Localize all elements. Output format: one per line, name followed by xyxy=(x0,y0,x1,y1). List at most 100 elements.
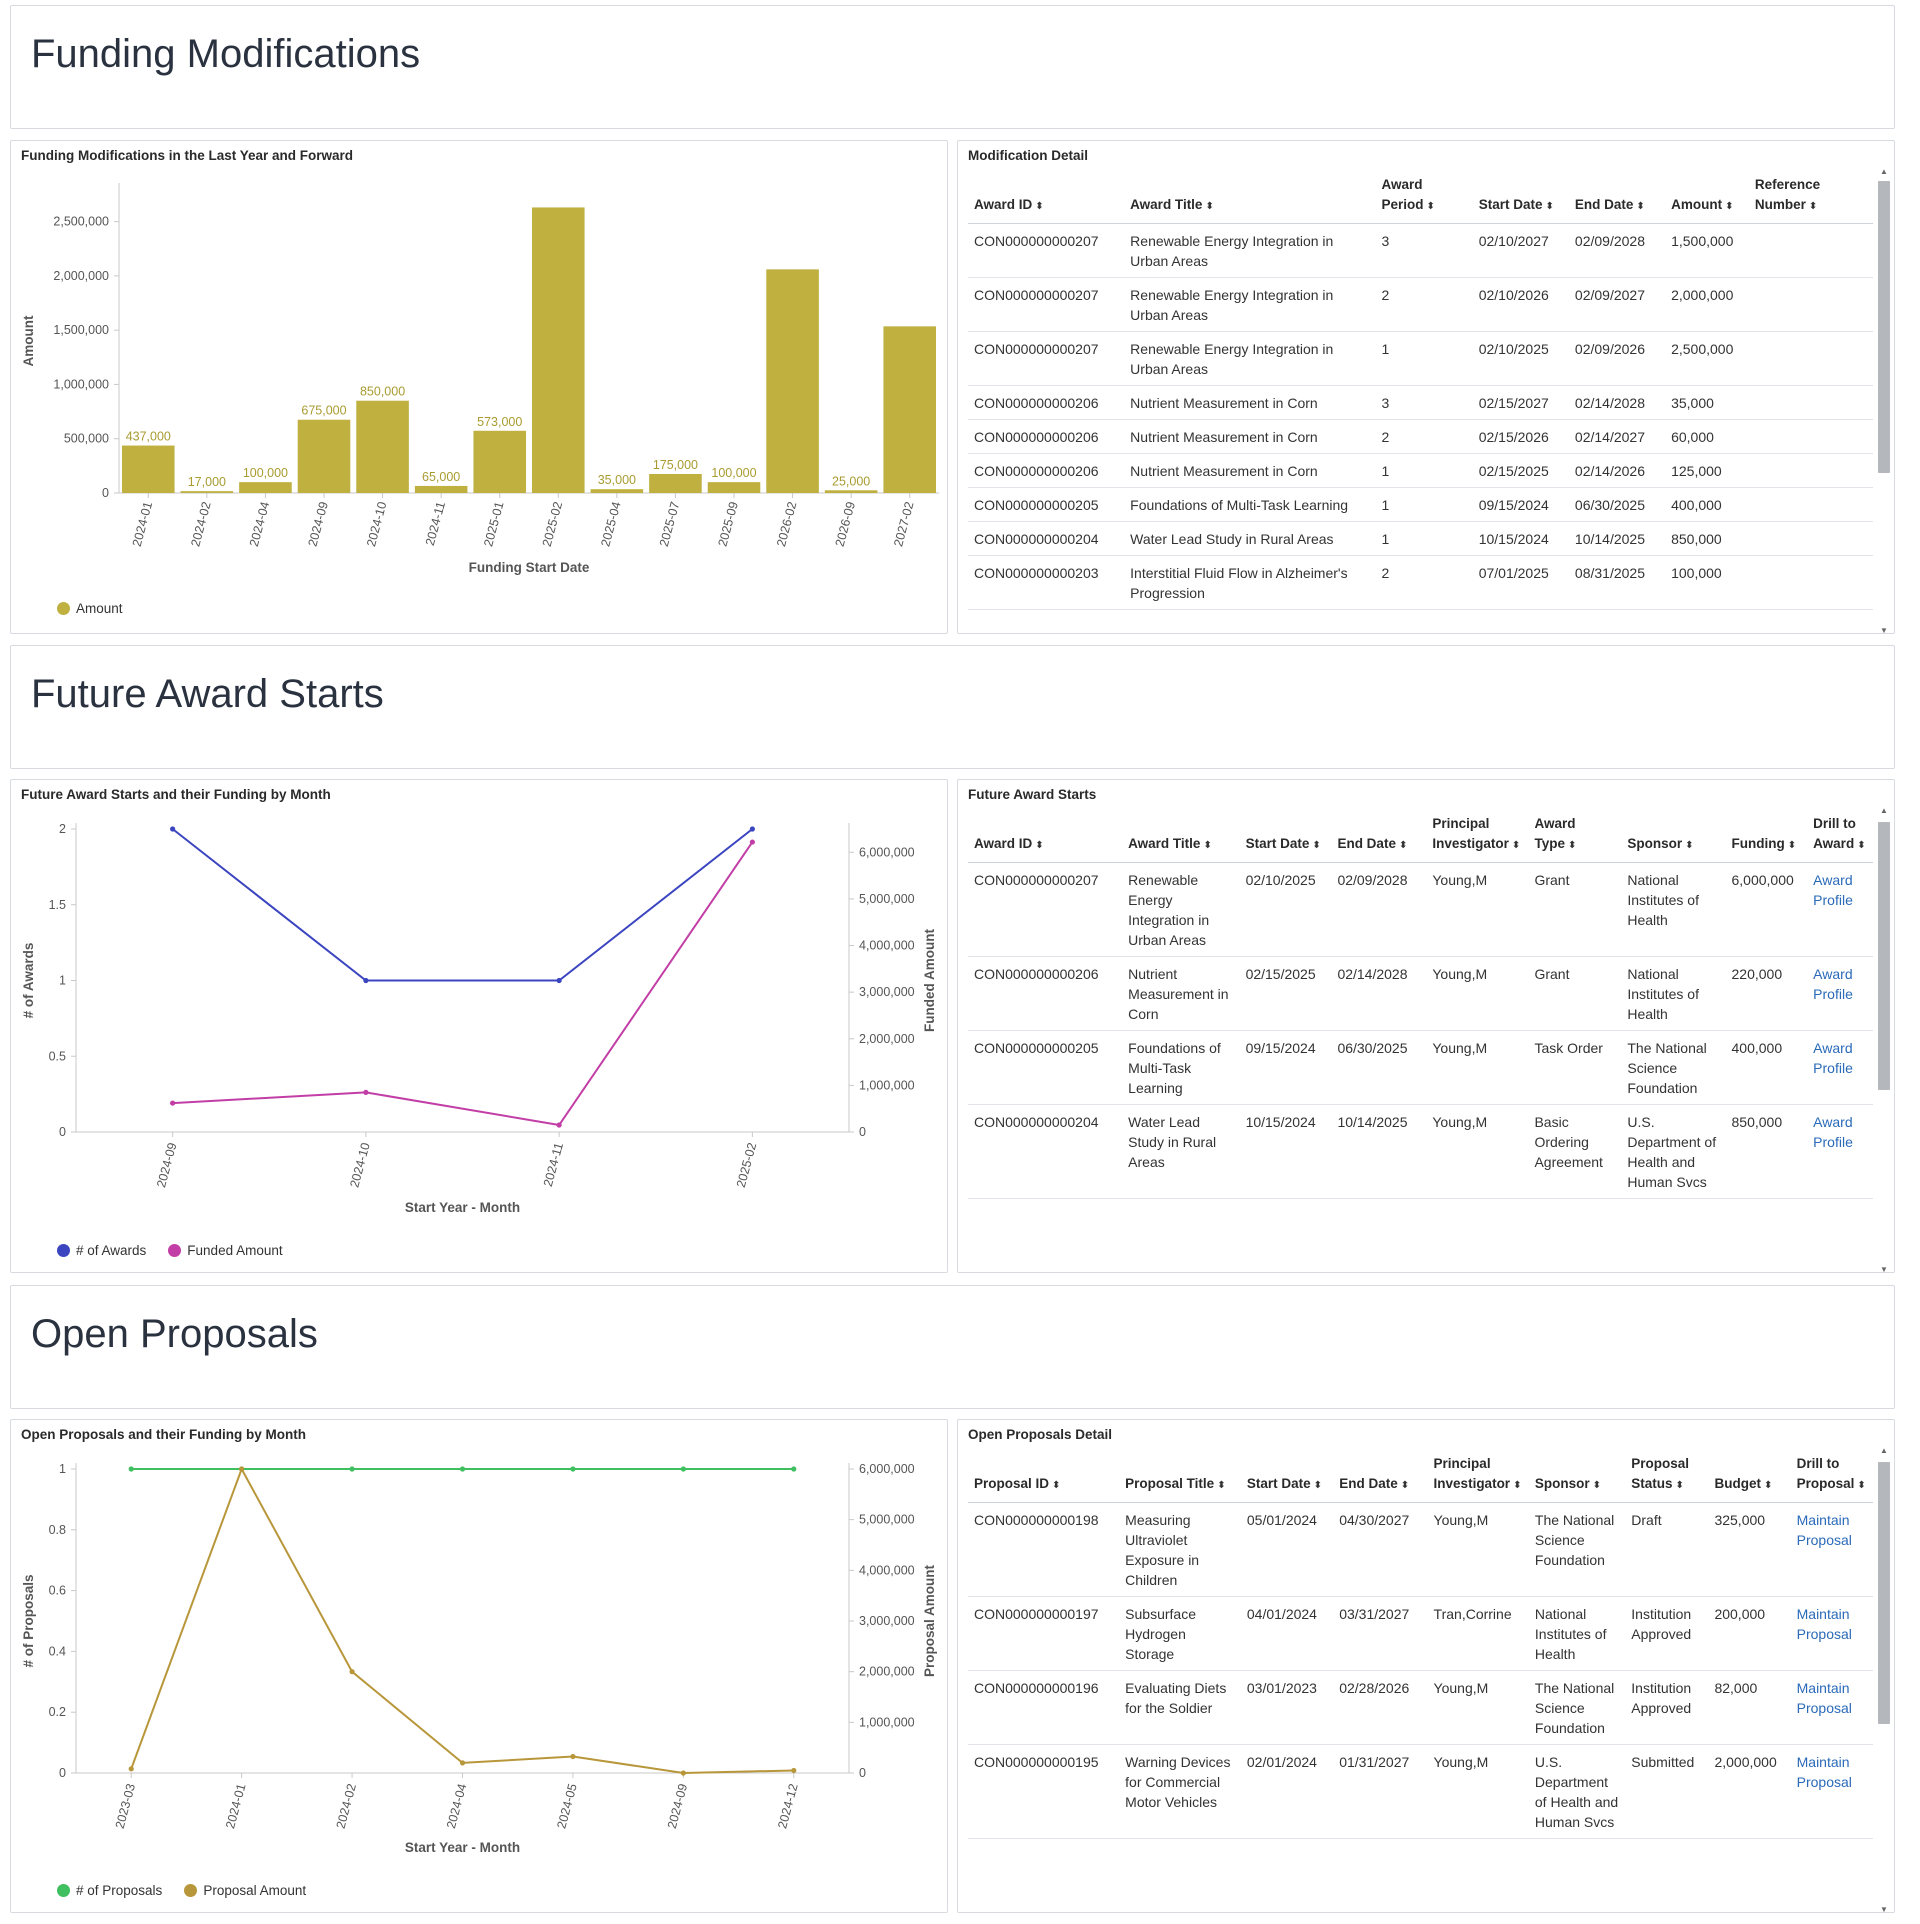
sort-icon[interactable]: ⬍ xyxy=(1685,840,1694,851)
sort-icon[interactable]: ⬍ xyxy=(1035,201,1044,212)
y-tick-label: 1.5 xyxy=(49,898,66,912)
drill-link[interactable]: Award Profile xyxy=(1813,1040,1853,1076)
scroll-down-icon[interactable]: ▼ xyxy=(1880,1265,1888,1273)
cell-award-id: CON000000000206 xyxy=(968,956,1123,1031)
cell-award-period: 3 xyxy=(1375,385,1473,420)
sort-icon[interactable]: ⬍ xyxy=(1398,840,1408,851)
sort-icon[interactable]: ⬍ xyxy=(1787,840,1797,851)
data-point xyxy=(349,1669,355,1675)
column-header-end-date[interactable]: End Date ⬍ xyxy=(1568,171,1666,224)
column-header-drill-to-award[interactable]: Drill to Award ⬍ xyxy=(1807,810,1873,863)
column-header-award-title[interactable]: Award Title ⬍ xyxy=(1124,171,1376,224)
column-header-funding[interactable]: Funding ⬍ xyxy=(1725,810,1808,863)
legend-item-amount[interactable]: Amount xyxy=(57,601,123,616)
future-table-wrap[interactable]: Award ID ⬍ Award Title ⬍ Start Date ⬍ End Date… xyxy=(968,810,1873,1270)
data-point xyxy=(128,1466,134,1472)
sort-icon[interactable]: ⬍ xyxy=(1426,201,1435,212)
sort-icon[interactable]: ⬍ xyxy=(1513,1480,1522,1491)
data-point xyxy=(363,977,369,984)
sort-icon[interactable]: ⬍ xyxy=(1511,840,1521,851)
sort-icon[interactable]: ⬍ xyxy=(1035,840,1044,851)
scrollbar[interactable]: ▲ ▼ xyxy=(1878,167,1890,634)
sort-icon[interactable]: ⬍ xyxy=(1725,201,1734,212)
cell-principal-investigator: Young,M xyxy=(1427,1502,1529,1597)
column-header-award-id[interactable]: Award ID ⬍ xyxy=(968,810,1123,863)
legend-item-proposal-amount[interactable]: Proposal Amount xyxy=(184,1883,306,1898)
drill-link[interactable]: Award Profile xyxy=(1813,1114,1853,1150)
funding-modifications-header: Funding Modifications xyxy=(10,5,1895,129)
drill-link[interactable]: Award Profile xyxy=(1813,966,1853,1002)
column-header-start-date[interactable]: Start Date ⬍ xyxy=(1240,1450,1334,1503)
sort-icon[interactable]: ⬍ xyxy=(1675,1480,1684,1491)
sort-icon[interactable]: ⬍ xyxy=(1763,1480,1773,1491)
column-header-amount[interactable]: Amount ⬍ xyxy=(1665,171,1749,224)
y2-tick-label: 0 xyxy=(859,1125,866,1139)
column-header-award-period[interactable]: Award Period ⬍ xyxy=(1375,171,1473,224)
sort-icon[interactable]: ⬍ xyxy=(1857,840,1866,851)
cell-funding: 220,000 xyxy=(1725,956,1808,1031)
drill-link[interactable]: Maintain Proposal xyxy=(1796,1606,1852,1642)
column-header-sponsor[interactable]: Sponsor ⬍ xyxy=(1621,810,1726,863)
column-header-sponsor[interactable]: Sponsor ⬍ xyxy=(1528,1450,1626,1503)
scroll-thumb[interactable] xyxy=(1878,181,1890,473)
drill-link[interactable]: Maintain Proposal xyxy=(1796,1512,1852,1548)
cell-reference-number xyxy=(1748,385,1873,420)
scroll-up-icon[interactable]: ▲ xyxy=(1880,806,1888,815)
legend-item-awards[interactable]: # of Awards xyxy=(57,1243,146,1258)
modification-table-wrap[interactable]: Award ID ⬍ Award Title ⬍ Award Period ⬍ Start … xyxy=(968,171,1873,631)
column-header-proposal-id[interactable]: Proposal ID ⬍ xyxy=(968,1450,1120,1503)
legend-item-funded-amount[interactable]: Funded Amount xyxy=(168,1243,283,1258)
cell-end-date: 02/09/2028 xyxy=(1568,223,1666,278)
column-header-award-id[interactable]: Award ID ⬍ xyxy=(968,171,1125,224)
column-header-award-title[interactable]: Award Title ⬍ xyxy=(1122,810,1240,863)
sort-icon[interactable]: ⬍ xyxy=(1217,1480,1226,1491)
proposals-table-wrap[interactable]: Proposal ID ⬍ Proposal Title ⬍ Start Date ⬍ En… xyxy=(968,1450,1873,1910)
scroll-down-icon[interactable]: ▼ xyxy=(1880,626,1888,634)
drill-link[interactable]: Maintain Proposal xyxy=(1796,1754,1852,1790)
column-header-start-date[interactable]: Start Date ⬍ xyxy=(1472,171,1569,224)
column-header-end-date[interactable]: End Date ⬍ xyxy=(1333,1450,1428,1503)
sort-icon[interactable]: ⬍ xyxy=(1205,201,1214,212)
column-header-reference-number[interactable]: Reference Number ⬍ xyxy=(1748,171,1873,224)
column-header-start-date[interactable]: Start Date ⬍ xyxy=(1239,810,1332,863)
sort-icon[interactable]: ⬍ xyxy=(1857,1480,1866,1491)
column-header-proposal-title[interactable]: Proposal Title ⬍ xyxy=(1119,1450,1241,1503)
drill-link[interactable]: Award Profile xyxy=(1813,872,1853,908)
sort-icon[interactable]: ⬍ xyxy=(1592,1480,1602,1491)
legend-item-proposals[interactable]: # of Proposals xyxy=(57,1883,162,1898)
scrollbar[interactable]: ▲ ▼ xyxy=(1878,806,1890,1273)
sort-icon[interactable]: ⬍ xyxy=(1545,201,1554,212)
cell-principal-investigator: Young,M xyxy=(1426,1030,1529,1105)
scroll-thumb[interactable] xyxy=(1878,1462,1890,1724)
column-header-proposal-status[interactable]: Proposal Status ⬍ xyxy=(1625,1450,1709,1503)
sort-icon[interactable]: ⬍ xyxy=(1808,201,1818,212)
sort-icon[interactable]: ⬍ xyxy=(1400,1480,1410,1491)
scroll-down-icon[interactable]: ▼ xyxy=(1880,1905,1888,1913)
cell-proposal-title: Subsurface Hydrogen Storage xyxy=(1119,1596,1241,1671)
scroll-thumb[interactable] xyxy=(1878,822,1890,1090)
legend-dot xyxy=(184,1884,198,1897)
modification-table: Award ID ⬍ Award Title ⬍ Award Period ⬍ Start … xyxy=(968,171,1873,610)
scrollbar[interactable]: ▲ ▼ xyxy=(1878,1446,1890,1913)
future-line-chart: 0 0.5 1 1.5 2 0 1,000,000 2,000,000 3,000,000 4,0… xyxy=(21,822,937,1215)
sort-icon[interactable]: ⬍ xyxy=(1203,840,1212,851)
sort-icon[interactable]: ⬍ xyxy=(1567,840,1577,851)
scroll-up-icon[interactable]: ▲ xyxy=(1880,167,1888,176)
column-header-end-date[interactable]: End Date ⬍ xyxy=(1331,810,1427,863)
column-header-principal-investigator[interactable]: Principal Investigator ⬍ xyxy=(1427,1450,1529,1503)
column-header-award-type[interactable]: Award Type ⬍ xyxy=(1528,810,1622,863)
sort-icon[interactable]: ⬍ xyxy=(1636,201,1645,212)
column-header-drill-to-proposal[interactable]: Drill to Proposal ⬍ xyxy=(1790,1450,1873,1503)
cell-end-date: 02/14/2028 xyxy=(1331,956,1427,1031)
drill-link[interactable]: Maintain Proposal xyxy=(1796,1680,1852,1716)
column-label: Sponsor xyxy=(1627,836,1683,851)
cell-end-date: 02/14/2028 xyxy=(1568,385,1666,420)
sort-icon[interactable]: ⬍ xyxy=(1313,1480,1323,1491)
column-header-principal-investigator[interactable]: Principal Investigator ⬍ xyxy=(1426,810,1529,863)
sort-icon[interactable]: ⬍ xyxy=(1312,840,1321,851)
cell-sponsor: National Institutes of Health xyxy=(1528,1596,1626,1671)
scroll-up-icon[interactable]: ▲ xyxy=(1880,1446,1888,1455)
column-header-budget[interactable]: Budget ⬍ xyxy=(1708,1450,1791,1503)
sort-icon[interactable]: ⬍ xyxy=(1052,1480,1061,1491)
proposals-chart-panel: Open Proposals and their Funding by Mont… xyxy=(10,1419,948,1913)
